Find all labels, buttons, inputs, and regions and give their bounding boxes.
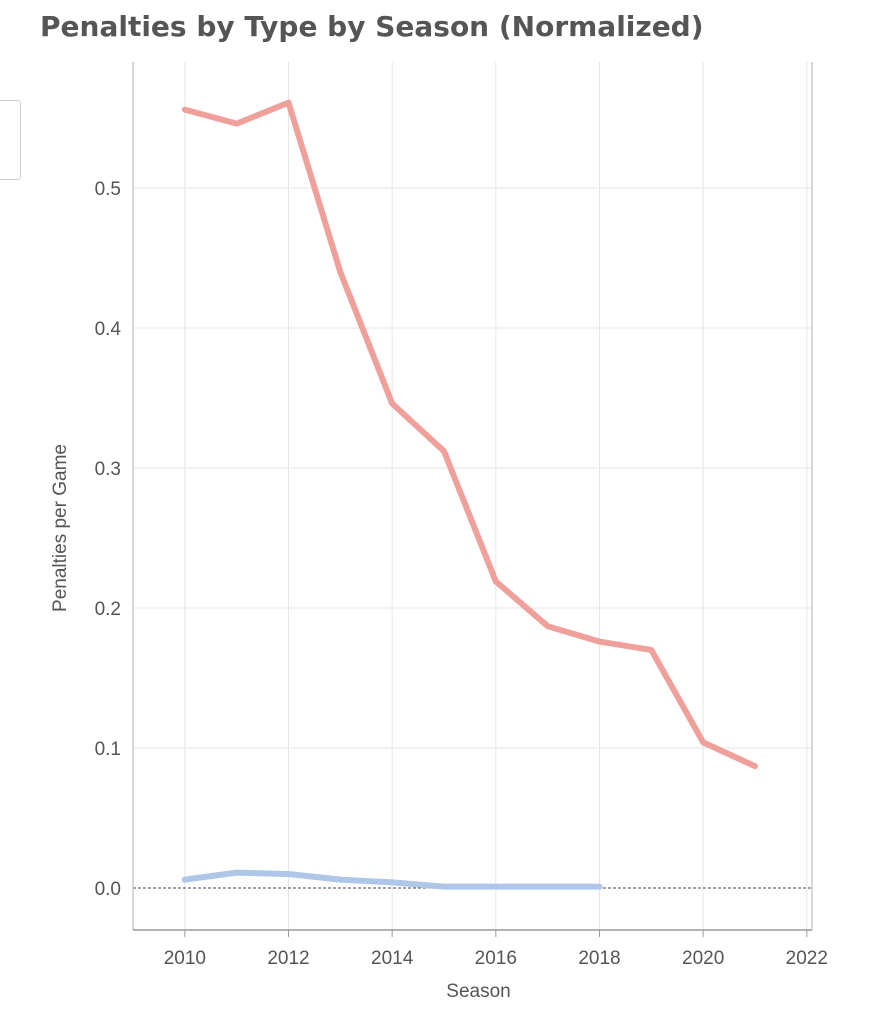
y-tick-label: 0.4 [95,319,122,340]
y-tick-label: 0.3 [95,459,121,480]
series-line-1 [181,99,758,770]
chart-title: Penalties by Type by Season (Normalized) [40,10,704,43]
series-lines [181,99,758,890]
y-tick-label: 0.1 [95,739,121,760]
x-tick-label: 2014 [371,948,414,969]
x-tick-label: 2020 [682,948,724,969]
y-axis-title: Penalties per Game [50,444,71,612]
side-panel-tab[interactable] [0,100,21,180]
y-tick-label: 0.5 [95,179,121,200]
y-tick-label: 0.0 [95,879,121,900]
x-tick-label: 2016 [475,948,517,969]
x-axis-title: Season [446,981,510,1002]
x-tick-label: 2018 [578,948,620,969]
x-tick-label: 2022 [786,948,828,969]
grid [133,62,812,930]
x-tick-label: 2010 [164,948,206,969]
series-line-2 [181,869,603,890]
y-tick-label: 0.2 [95,599,121,620]
y-axis-ticks: 0.0 0.1 0.2 0.3 0.4 0.5 [95,179,122,900]
plot-frame [132,62,813,931]
x-axis-ticks: 2010 2012 2014 2016 2018 2020 2022 [164,930,828,969]
x-tick-label: 2012 [267,948,309,969]
